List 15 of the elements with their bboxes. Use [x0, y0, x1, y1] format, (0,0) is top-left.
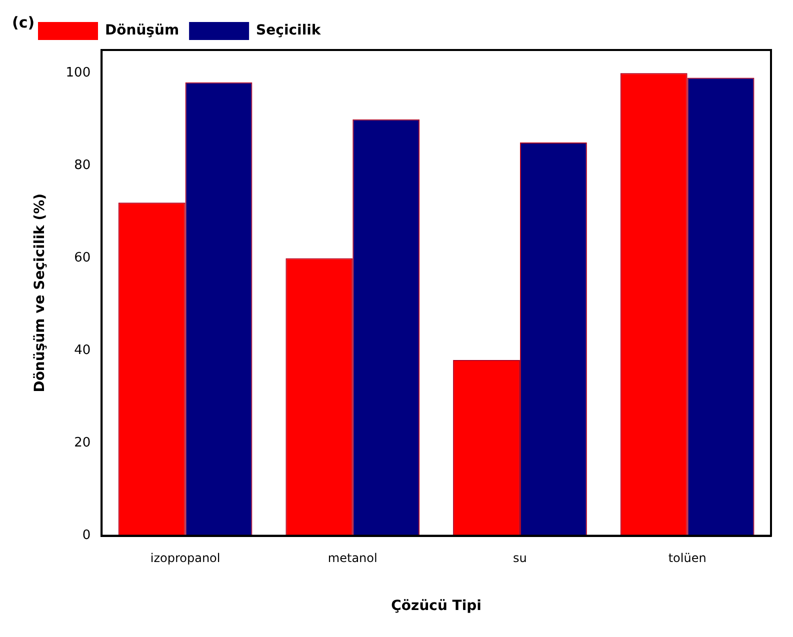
x-tick-label: tolüen	[668, 551, 706, 566]
legend-label: Dönüşüm	[105, 22, 180, 39]
legend-label: Seçicilik	[256, 22, 322, 39]
y-axis-title: Dönüşüm ve Seçicilik (%)	[32, 193, 48, 392]
y-tick-label: 60	[74, 250, 91, 266]
y-tick-label: 80	[74, 158, 91, 174]
y-tick-label: 0	[82, 528, 91, 544]
y-tick-label: 20	[74, 436, 91, 451]
x-tick-label: izopropanol	[150, 551, 220, 566]
y-tick-label: 100	[66, 66, 91, 81]
text: (c)	[12, 13, 35, 32]
x-tick-label: metanol	[328, 551, 378, 566]
x-tick-label: su	[513, 551, 527, 566]
x-axis-title: Çözücü Tipi	[391, 598, 482, 614]
y-tick-label: 40	[74, 343, 91, 358]
